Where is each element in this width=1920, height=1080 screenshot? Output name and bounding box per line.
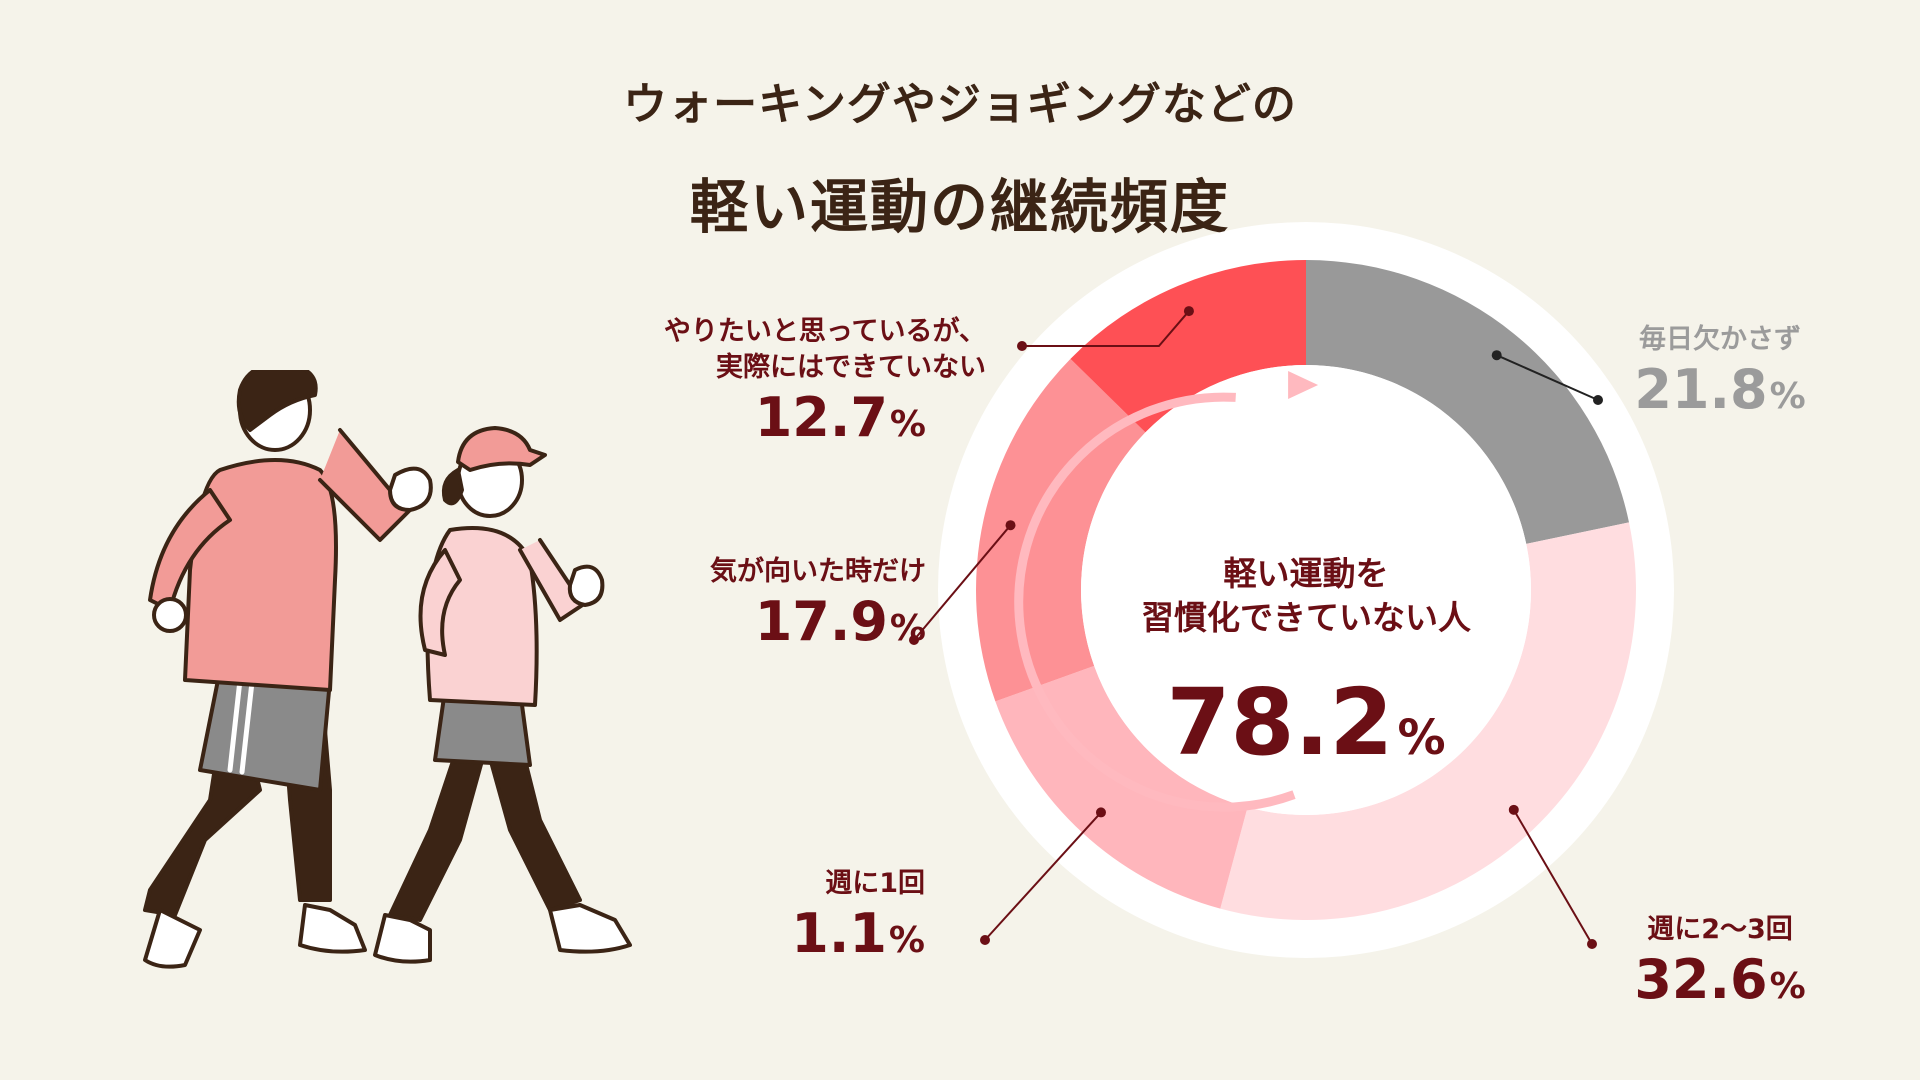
center-value-unit: % — [1397, 710, 1446, 766]
leader-line-1 — [1512, 809, 1593, 945]
leader-dot-2-0 — [1095, 807, 1106, 818]
slice-value: 32.6% — [1634, 948, 1806, 1011]
chart-subtitle: ウォーキングやジョギングなどの — [623, 79, 1297, 130]
leader-line-3 — [913, 524, 1012, 641]
slice-name: 週に1回 — [825, 868, 925, 899]
leader-dot-1-1 — [1587, 939, 1597, 949]
slice-value: 12.7% — [754, 386, 926, 449]
slice-value: 17.9% — [754, 590, 926, 653]
donut-slice-4 — [1070, 260, 1306, 433]
center-label-line1: 軽い運動を — [1223, 554, 1389, 593]
slice-label-daily: 毎日欠かさず 21.8% — [1600, 322, 1840, 429]
slice-name: 毎日欠かさず — [1639, 324, 1801, 355]
slice-name-line2: 実際にはできていない — [716, 352, 986, 383]
leader-dot-3-0 — [1005, 520, 1016, 531]
center-value: 78.2% — [1166, 669, 1446, 776]
slice-name: やりたいと思っているが、 — [663, 316, 986, 347]
slice-label-1-per-week: 週に1回 1.1% — [740, 866, 925, 973]
leader-line-2 — [984, 811, 1102, 941]
center-arrow-icon — [1014, 371, 1319, 812]
walking-people-illustration — [143, 370, 632, 969]
donut-slice-1 — [1220, 522, 1636, 920]
chart-title: 軽い運動の継続頻度 — [689, 173, 1230, 241]
chart-center-disc — [1081, 365, 1531, 815]
center-arrow-head — [1288, 371, 1319, 400]
center-label-line2: 習慣化できていない人 — [1141, 598, 1471, 637]
leader-dot-1-0 — [1508, 804, 1519, 815]
leader-dot-0-1 — [1593, 395, 1603, 405]
slice-label-2-3-per-week: 週に2〜3回 32.6% — [1600, 912, 1840, 1019]
slice-label-when-in-mood: 気が向いた時だけ 17.9% — [620, 554, 926, 661]
slice-name: 週に2〜3回 — [1647, 914, 1793, 945]
leader-lines — [909, 306, 1603, 949]
leader-dot-4-0 — [1183, 306, 1194, 317]
leader-dot-0-0 — [1491, 350, 1502, 361]
center-arrow-arc — [1014, 392, 1296, 812]
donut-slice-0 — [1306, 260, 1629, 544]
leader-line-0 — [1496, 354, 1599, 401]
leader-dot-4-1 — [1017, 341, 1027, 351]
center-summary: 軽い運動を 習慣化できていない人 78.2% — [1076, 552, 1536, 793]
leader-dot-2-1 — [980, 935, 990, 945]
leader-line-4 — [1022, 310, 1190, 347]
slice-name: 気が向いた時だけ — [710, 556, 926, 587]
leader-dot-3-1 — [909, 635, 919, 645]
slice-value: 21.8% — [1634, 358, 1806, 421]
slice-value: 1.1% — [791, 902, 925, 965]
slice-label-want-but-cannot: やりたいと思っているが、 実際にはできていない 12.7% — [620, 314, 986, 457]
